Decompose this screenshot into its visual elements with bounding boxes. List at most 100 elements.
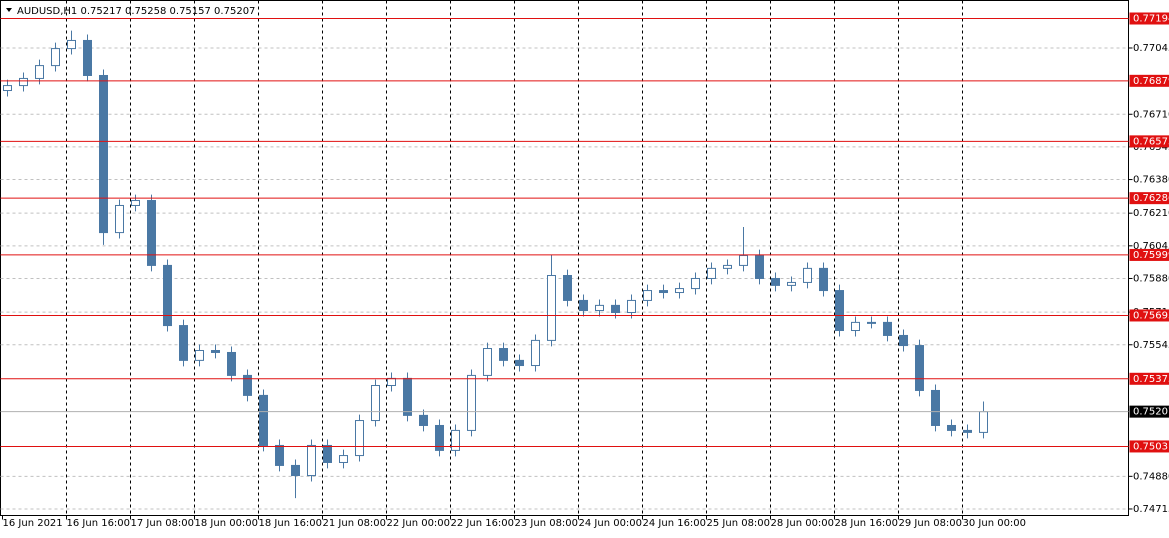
level-label-bg bbox=[1129, 440, 1169, 453]
candle-body bbox=[323, 444, 332, 463]
x-tick-label: 21 Jun 08:00 bbox=[323, 518, 387, 529]
candle-body bbox=[307, 444, 316, 477]
level-label: 0.75999 bbox=[1133, 250, 1169, 261]
candle-body bbox=[547, 275, 556, 341]
candle-body bbox=[275, 444, 284, 466]
level-label-bg bbox=[1129, 74, 1169, 87]
x-tick-label: 28 Jun 00:00 bbox=[771, 518, 835, 529]
level-label-bg bbox=[1129, 248, 1169, 261]
candle-body bbox=[851, 321, 860, 332]
candle-body bbox=[899, 334, 908, 347]
candle-body bbox=[515, 359, 524, 367]
last-price-bg bbox=[1129, 405, 1169, 418]
candle-body bbox=[627, 299, 636, 314]
y-tick-label: 0.76045 bbox=[1133, 241, 1169, 252]
y-tick-label: 0.74715 bbox=[1133, 504, 1169, 515]
candle-body bbox=[211, 349, 220, 353]
level-label: 0.75031 bbox=[1133, 441, 1169, 452]
candle-body bbox=[755, 255, 764, 279]
candle-body bbox=[659, 290, 668, 294]
candle-body bbox=[435, 424, 444, 451]
candle-body bbox=[947, 424, 956, 431]
candle-body bbox=[723, 264, 732, 269]
candle-body bbox=[451, 429, 460, 451]
candle-body bbox=[291, 464, 300, 477]
candle-body bbox=[499, 348, 508, 361]
candle-body bbox=[979, 411, 988, 433]
candle-body bbox=[803, 267, 812, 283]
x-tick-label: 30 Jun 00:00 bbox=[963, 518, 1027, 529]
x-tick-label: 17 Jun 08:00 bbox=[131, 518, 195, 529]
y-tick-label: 0.77045 bbox=[1133, 43, 1169, 54]
candle-body bbox=[83, 39, 92, 76]
level-label-bg bbox=[1129, 309, 1169, 322]
x-tick-label: 18 Jun 00:00 bbox=[195, 518, 259, 529]
candle-body bbox=[835, 290, 844, 332]
candle-body bbox=[419, 414, 428, 426]
x-tick-label: 28 Jun 16:00 bbox=[835, 518, 899, 529]
x-tick-label: 22 Jun 00:00 bbox=[387, 518, 451, 529]
y-tick-label: 0.75545 bbox=[1133, 340, 1169, 351]
candle-body bbox=[259, 394, 268, 446]
candle-body bbox=[771, 277, 780, 286]
candle-body bbox=[35, 65, 44, 79]
candle-body bbox=[531, 339, 540, 367]
last-price-label: 0.75207 bbox=[1133, 407, 1169, 418]
candle-body bbox=[339, 455, 348, 463]
candle-body bbox=[707, 267, 716, 279]
x-tick-label: 16 Jun 2021 bbox=[3, 518, 63, 529]
candle-body bbox=[243, 374, 252, 396]
candle-body bbox=[387, 377, 396, 387]
candle-body bbox=[963, 429, 972, 433]
candle-body bbox=[579, 299, 588, 312]
menu-arrow[interactable] bbox=[6, 8, 12, 12]
x-tick-label: 22 Jun 16:00 bbox=[451, 518, 515, 529]
candle-body bbox=[675, 288, 684, 294]
candle-body bbox=[195, 349, 204, 361]
candle-body bbox=[931, 389, 940, 426]
candle-body bbox=[179, 325, 188, 361]
x-tick-label: 18 Jun 16:00 bbox=[259, 518, 323, 529]
candle-body bbox=[883, 321, 892, 336]
candle-body bbox=[643, 290, 652, 301]
candle-body bbox=[163, 264, 172, 327]
chart-title: AUDUSD,H1 0.75217 0.75258 0.75157 0.7520… bbox=[17, 6, 255, 17]
candle-body bbox=[611, 304, 620, 314]
level-label-bg bbox=[1129, 192, 1169, 205]
x-tick-label: 24 Jun 16:00 bbox=[643, 518, 707, 529]
candle-body bbox=[355, 420, 364, 457]
candle-body bbox=[131, 200, 140, 206]
candle-body bbox=[371, 385, 380, 422]
candle-body bbox=[819, 267, 828, 292]
level-label: 0.75373 bbox=[1133, 374, 1169, 385]
candle-body bbox=[227, 351, 236, 376]
candle-body bbox=[3, 85, 12, 92]
candle-body bbox=[595, 304, 604, 312]
candle-body bbox=[739, 255, 748, 266]
level-label-bg bbox=[1129, 135, 1169, 148]
level-label: 0.75693 bbox=[1133, 310, 1169, 321]
x-tick-label: 25 Jun 08:00 bbox=[707, 518, 771, 529]
x-tick-label: 16 Jun 16:00 bbox=[67, 518, 131, 529]
candle-body bbox=[867, 321, 876, 324]
x-tick-label: 29 Jun 08:00 bbox=[899, 518, 963, 529]
candle-body bbox=[691, 277, 700, 290]
level-label: 0.77194 bbox=[1133, 14, 1169, 25]
y-tick-label: 0.76545 bbox=[1133, 142, 1169, 153]
level-label: 0.76573 bbox=[1133, 136, 1169, 147]
candle-body bbox=[483, 348, 492, 376]
candle-body bbox=[915, 345, 924, 391]
level-label: 0.76879 bbox=[1133, 76, 1169, 87]
candle-body bbox=[147, 200, 156, 266]
candle-body bbox=[563, 275, 572, 301]
x-tick-label: 23 Jun 08:00 bbox=[515, 518, 579, 529]
candle-body bbox=[787, 281, 796, 286]
level-label-bg bbox=[1129, 12, 1169, 25]
plot-frame bbox=[0, 0, 1129, 516]
candle-body bbox=[67, 39, 76, 50]
level-label: 0.76286 bbox=[1133, 193, 1169, 204]
